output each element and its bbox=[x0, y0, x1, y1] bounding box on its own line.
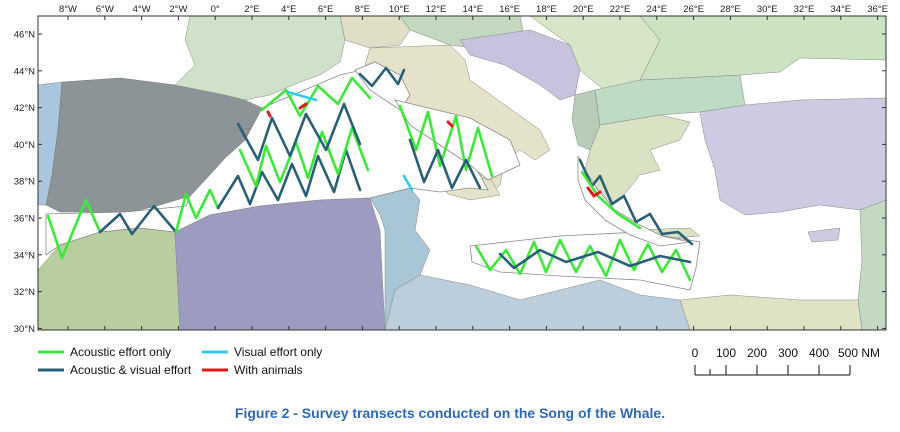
scale-label-400: 400 bbox=[809, 346, 829, 360]
longitude-label: 22°E bbox=[610, 4, 631, 15]
track-alboran-2 bbox=[98, 204, 178, 236]
latitude-label: 32°N bbox=[14, 287, 35, 298]
legend-label-animals: With animals bbox=[234, 363, 303, 377]
longitude-label: 6°W bbox=[96, 4, 114, 15]
longitude-label: 4°W bbox=[133, 4, 151, 15]
track-lion-visual bbox=[286, 90, 318, 102]
land-balkans-west bbox=[459, 29, 581, 101]
track-animals-2 bbox=[298, 102, 308, 110]
latitude-label: 34°N bbox=[14, 250, 35, 261]
latitude-label: 46°N bbox=[14, 30, 35, 41]
track-animals-3 bbox=[266, 110, 272, 118]
longitude-label: 26°E bbox=[683, 4, 704, 15]
longitude-label: 4°E bbox=[281, 4, 296, 15]
track-animals-1 bbox=[586, 186, 602, 198]
longitude-label: 20°E bbox=[573, 4, 594, 15]
longitude-label: 32°E bbox=[794, 4, 815, 15]
latitude-label: 44°N bbox=[14, 66, 35, 77]
longitude-label: 2°E bbox=[244, 4, 259, 15]
longitude-label: 6°E bbox=[318, 4, 333, 15]
longitude-label: 14°E bbox=[462, 4, 483, 15]
legend-label-both: Acoustic & visual effort bbox=[70, 363, 192, 377]
track-alboran-1 bbox=[46, 198, 102, 260]
longitude-label: 8°W bbox=[59, 4, 77, 15]
land-turkey bbox=[699, 97, 887, 216]
survey-blocks bbox=[45, 61, 701, 291]
track-lion-1 bbox=[260, 76, 372, 118]
legend-label-acoustic: Acoustic effort only bbox=[70, 345, 171, 359]
figure-caption: Figure 2 - Survey transects conducted on… bbox=[234, 405, 666, 421]
track-tyrr-1 bbox=[398, 104, 494, 178]
scale-label-300: 300 bbox=[778, 346, 798, 360]
longitude-label: 2°W bbox=[169, 4, 187, 15]
latitude-label: 30°N bbox=[14, 324, 35, 335]
scale-label-100: 100 bbox=[716, 346, 736, 360]
scale-label-0: 0 bbox=[692, 346, 699, 360]
scale-label-500: 500 NM bbox=[838, 346, 880, 360]
transect-tracks bbox=[46, 66, 694, 282]
track-animals-4 bbox=[446, 120, 454, 128]
longitude-label: 30°E bbox=[757, 4, 778, 15]
latitude-label: 38°N bbox=[14, 177, 35, 188]
land-cyprus bbox=[807, 227, 841, 243]
track-wmed-1 bbox=[216, 148, 362, 210]
scale-label-200: 200 bbox=[747, 346, 767, 360]
legend-label-visual: Visual effort only bbox=[234, 345, 322, 359]
track-hellenic-2 bbox=[580, 170, 642, 230]
latitude-ticks: 46°N 44°N 42°N 40°N 38°N 36°N 34°N 32°N 30°N bbox=[14, 30, 886, 335]
longitude-label: 12°E bbox=[426, 4, 447, 15]
longitude-label: 34°E bbox=[830, 4, 851, 15]
longitude-label: 28°E bbox=[720, 4, 741, 15]
land-egypt bbox=[679, 294, 863, 331]
track-tyrr-2 bbox=[408, 138, 482, 190]
longitude-label: 18°E bbox=[536, 4, 557, 15]
scale-bar: 0 100 200 300 400 500 NM bbox=[692, 346, 880, 376]
longitude-label: 16°E bbox=[499, 4, 520, 15]
track-wmed-3 bbox=[236, 102, 362, 162]
longitude-label: 36°E bbox=[867, 4, 888, 15]
latitude-label: 42°N bbox=[14, 103, 35, 114]
map-frame bbox=[37, 15, 887, 331]
latitude-label: 40°N bbox=[14, 140, 35, 151]
longitude-label: 10°E bbox=[389, 4, 410, 15]
longitude-label: 24°E bbox=[646, 4, 667, 15]
legend: Acoustic effort only Visual effort only … bbox=[38, 345, 322, 377]
longitude-ticks: 8°W 6°W 4°W 2°W 0° 2°E 4°E 6°E 8°E 10°E 12°E 14°E 16… bbox=[59, 4, 888, 330]
track-ligurian bbox=[358, 66, 406, 88]
track-tyrr-visual bbox=[402, 174, 414, 192]
land-levant bbox=[857, 199, 887, 331]
track-hellenic-1 bbox=[578, 158, 694, 246]
longitude-label: 8°E bbox=[355, 4, 370, 15]
track-alboran-3 bbox=[174, 188, 220, 234]
track-wmed-2 bbox=[238, 126, 370, 188]
latitude-label: 36°N bbox=[14, 214, 35, 225]
longitude-label: 0° bbox=[211, 4, 220, 15]
land-algeria bbox=[174, 197, 386, 331]
track-ionian-2 bbox=[498, 248, 692, 270]
